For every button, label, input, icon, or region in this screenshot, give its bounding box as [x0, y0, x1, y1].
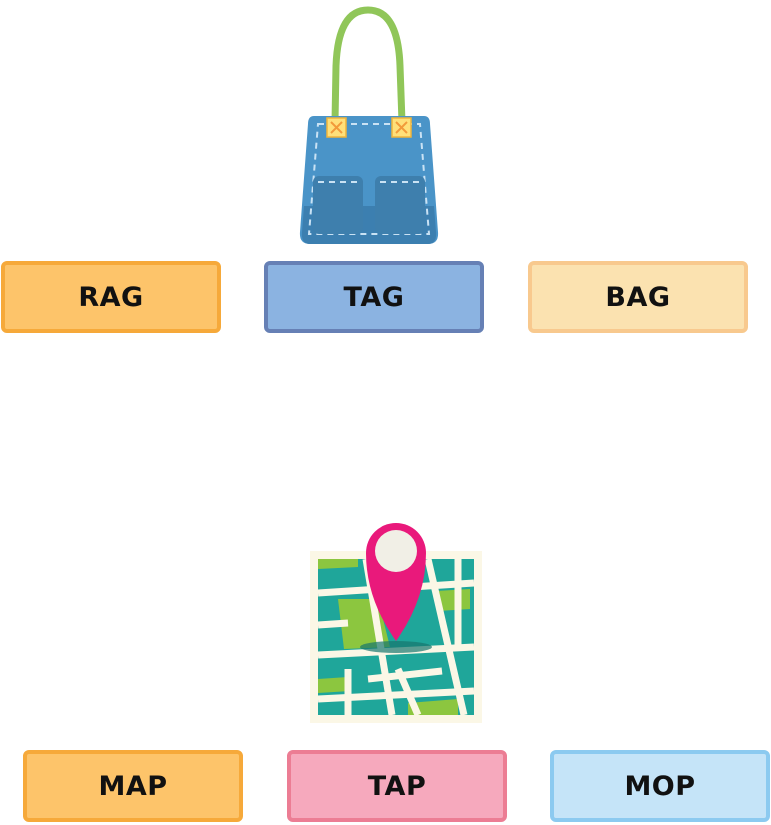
map-pin-icon — [310, 523, 482, 723]
option-tag-button[interactable]: TAG — [264, 261, 484, 333]
handbag-icon — [299, 6, 439, 244]
option-tap-button[interactable]: TAP — [287, 750, 507, 822]
option-mop-button[interactable]: MOP — [550, 750, 770, 822]
option-rag-button[interactable]: RAG — [1, 261, 221, 333]
option-map-button[interactable]: MAP — [23, 750, 243, 822]
option-bag-button[interactable]: BAG — [528, 261, 748, 333]
